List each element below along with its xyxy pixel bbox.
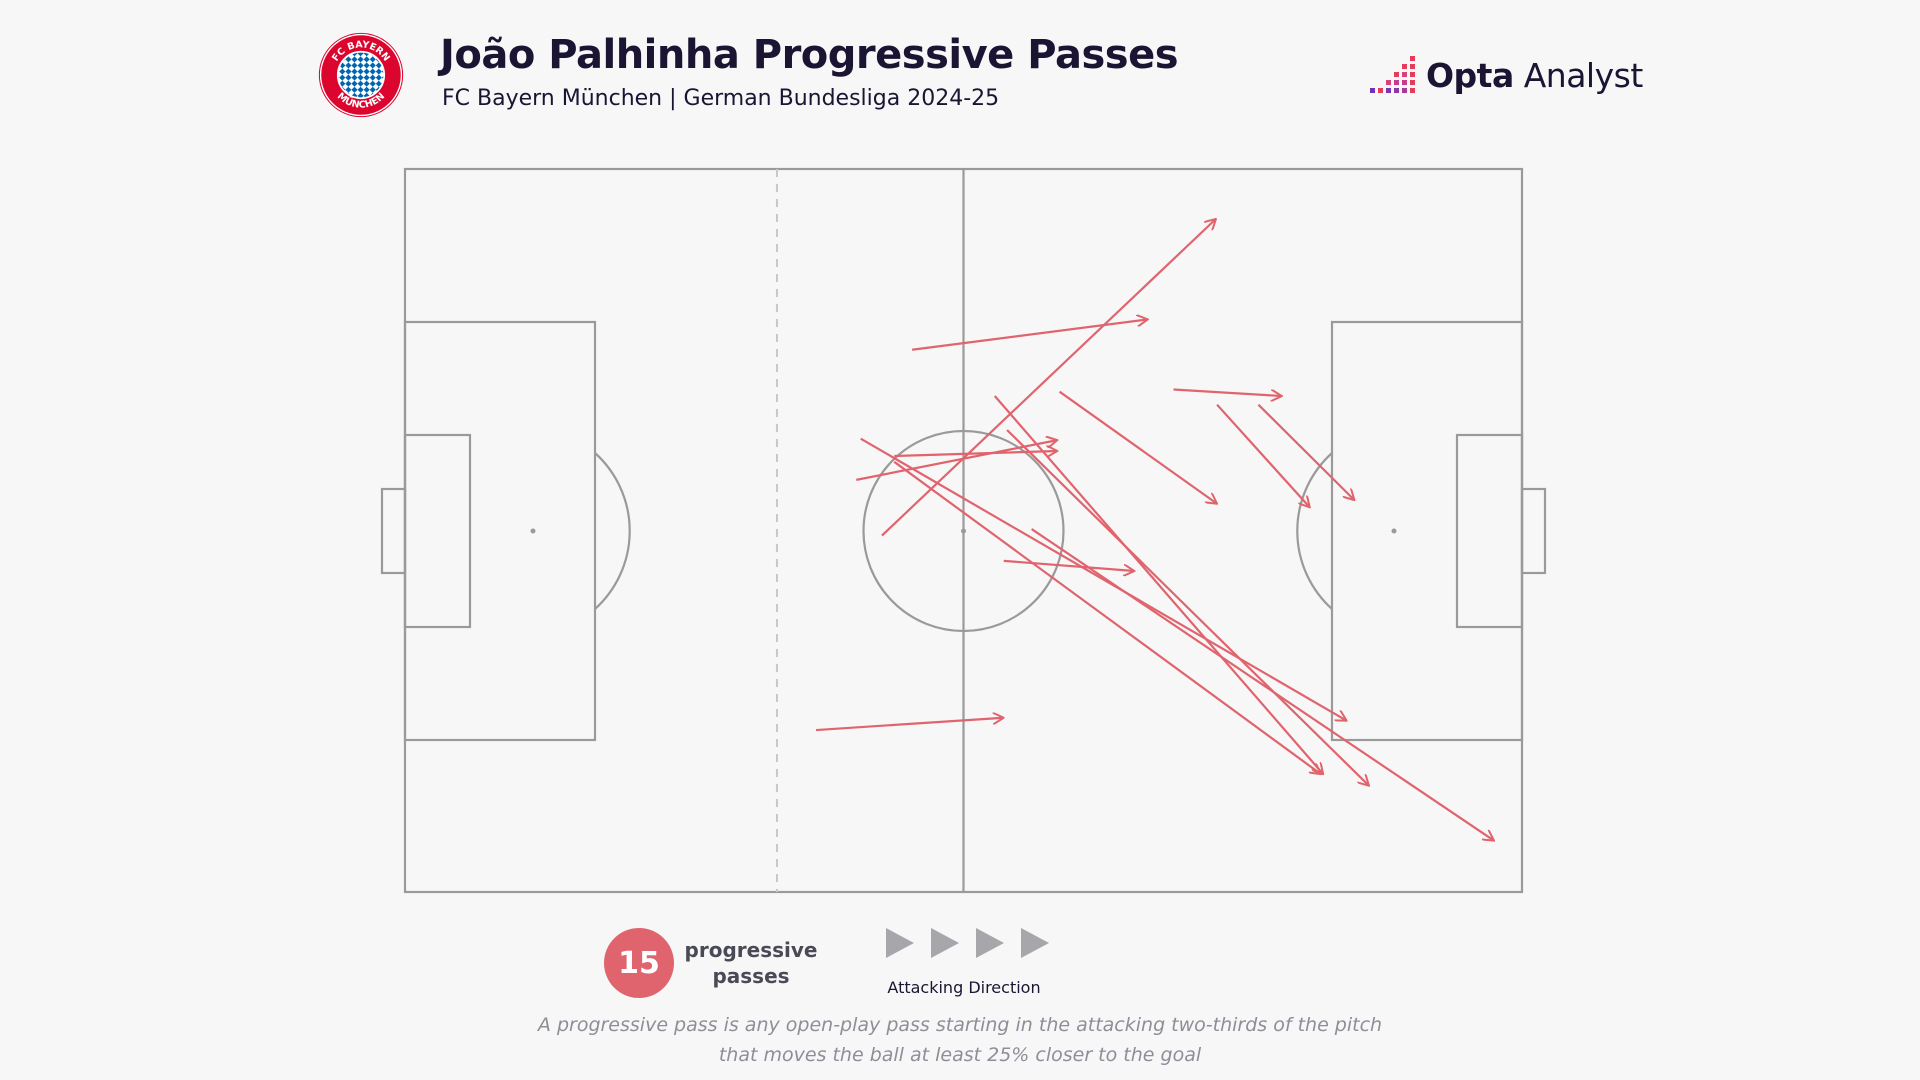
play-arrow-icon	[931, 928, 959, 958]
left-penalty-box	[403, 320, 597, 742]
pass-arrow	[893, 460, 1321, 774]
pitch-markings	[380, 167, 1547, 894]
pass-arrow	[860, 437, 1347, 721]
pass-arrow	[1257, 403, 1354, 500]
pass-arrow	[815, 718, 1004, 732]
pass-arrow	[911, 319, 1148, 351]
left-six-yard-box	[403, 433, 472, 629]
pass-arrow	[1003, 559, 1135, 571]
brand-name-light: Analyst	[1523, 55, 1644, 95]
footnote-line2: that moves the ball at least 25% closer …	[718, 1044, 1202, 1066]
pass-arrow	[993, 395, 1323, 774]
page-title: João Palhinha Progressive Passes	[440, 32, 1179, 78]
attacking-direction-label: Attacking Direction	[887, 978, 1041, 997]
pass-arrows	[815, 219, 1494, 841]
right-goal	[1520, 487, 1547, 575]
pass-arrow	[856, 440, 1057, 481]
attacking-direction-arrows	[886, 928, 1049, 958]
right-penalty-arc	[1296, 452, 1333, 610]
right-penalty-box	[1330, 320, 1524, 742]
page-subtitle: FC Bayern München | German Bundesliga 20…	[442, 86, 1000, 111]
play-arrow-icon	[1021, 928, 1049, 958]
brand-name-strong: Opta	[1426, 55, 1514, 95]
pass-arrow	[1006, 429, 1369, 786]
play-arrow-icon	[886, 928, 914, 958]
pass-count-badge: 15	[604, 928, 674, 998]
centre-circle	[862, 429, 1065, 633]
pass-arrow	[1173, 388, 1281, 397]
right-six-yard-box	[1455, 433, 1524, 629]
footnote-line1: A progressive pass is any open-play pass…	[537, 1014, 1383, 1036]
pass-count-label: progressive passes	[676, 937, 826, 989]
left-goal	[380, 487, 407, 575]
definition-footnote: A progressive pass is any open-play pass…	[460, 1010, 1460, 1070]
opta-bars-icon	[1370, 56, 1415, 93]
left-penalty-spot	[530, 528, 536, 534]
pass-arrow	[881, 219, 1216, 537]
left-penalty-arc	[594, 452, 631, 610]
play-arrow-icon	[976, 928, 1004, 958]
fc-bayern-badge-icon: FC BAYERN MÜNCHEN	[318, 32, 404, 118]
pass-arrow	[1216, 403, 1310, 508]
right-penalty-spot	[1391, 528, 1397, 534]
opta-analyst-logo: Opta Analyst	[1366, 50, 1643, 100]
pass-arrow	[1031, 528, 1494, 841]
centre-spot	[961, 528, 966, 534]
pass-arrow	[1058, 390, 1217, 504]
pass-count-label-line1: progressive	[684, 938, 818, 962]
pass-count-label-line2: passes	[712, 964, 790, 988]
